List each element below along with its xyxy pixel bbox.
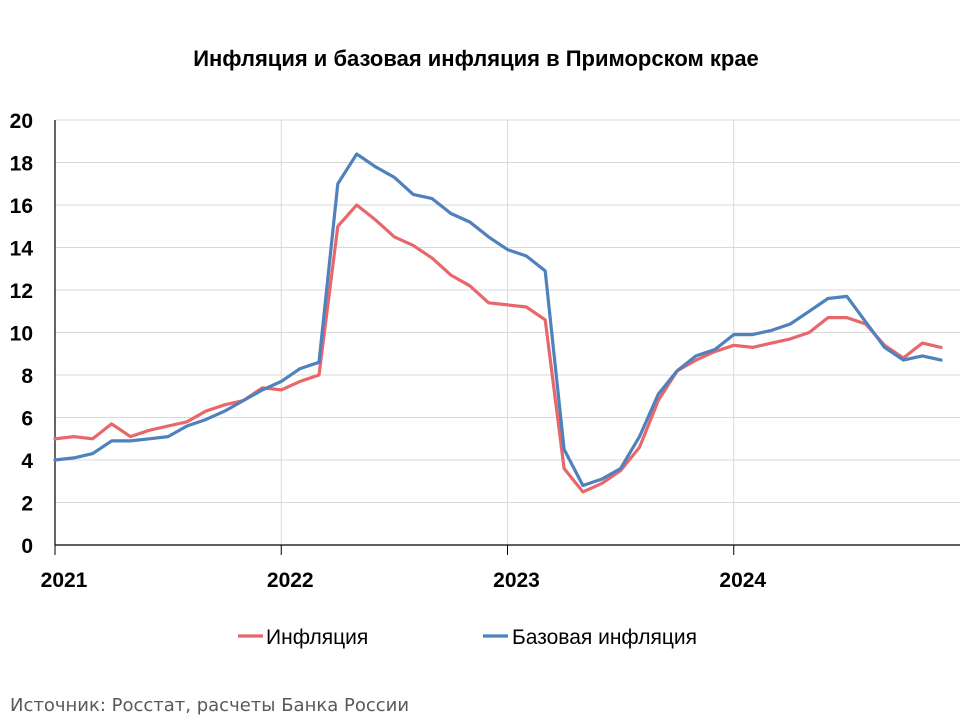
axis-layer: 0 2 4 6 8 10 12 14 16 18 20 2021 2022 2023 2024 xyxy=(10,110,960,592)
legend-label-1: Инфляция xyxy=(266,626,368,649)
y-tick-label: 0 xyxy=(21,535,33,558)
y-tick-label: 4 xyxy=(21,450,33,473)
legend: Инфляция Базовая инфляция xyxy=(238,626,697,649)
x-tick-label: 2023 xyxy=(493,569,540,592)
y-tick-label: 8 xyxy=(21,365,33,388)
y-tick-label: 20 xyxy=(10,110,33,133)
series-layer xyxy=(53,152,943,494)
y-tick-label: 14 xyxy=(10,238,34,261)
chart-title: Инфляция и базовая инфляция в Приморском… xyxy=(193,46,759,71)
grid-layer xyxy=(55,119,960,545)
series-line-2 xyxy=(53,152,943,488)
y-tick-label: 2 xyxy=(21,493,33,516)
y-tick-label: 6 xyxy=(21,408,33,431)
y-tick-label: 16 xyxy=(10,195,33,218)
y-tick-label: 10 xyxy=(10,323,33,346)
x-tick-label: 2024 xyxy=(719,569,766,592)
legend-label-2: Базовая инфляция xyxy=(512,626,697,649)
y-tick-label: 18 xyxy=(10,153,34,176)
source-note: Источник: Росстат, расчеты Банка России xyxy=(10,695,409,716)
y-tick-label: 12 xyxy=(10,280,33,303)
x-tick-label: 2021 xyxy=(41,569,88,592)
x-tick-label: 2022 xyxy=(267,569,314,592)
series-line-1 xyxy=(53,203,943,494)
